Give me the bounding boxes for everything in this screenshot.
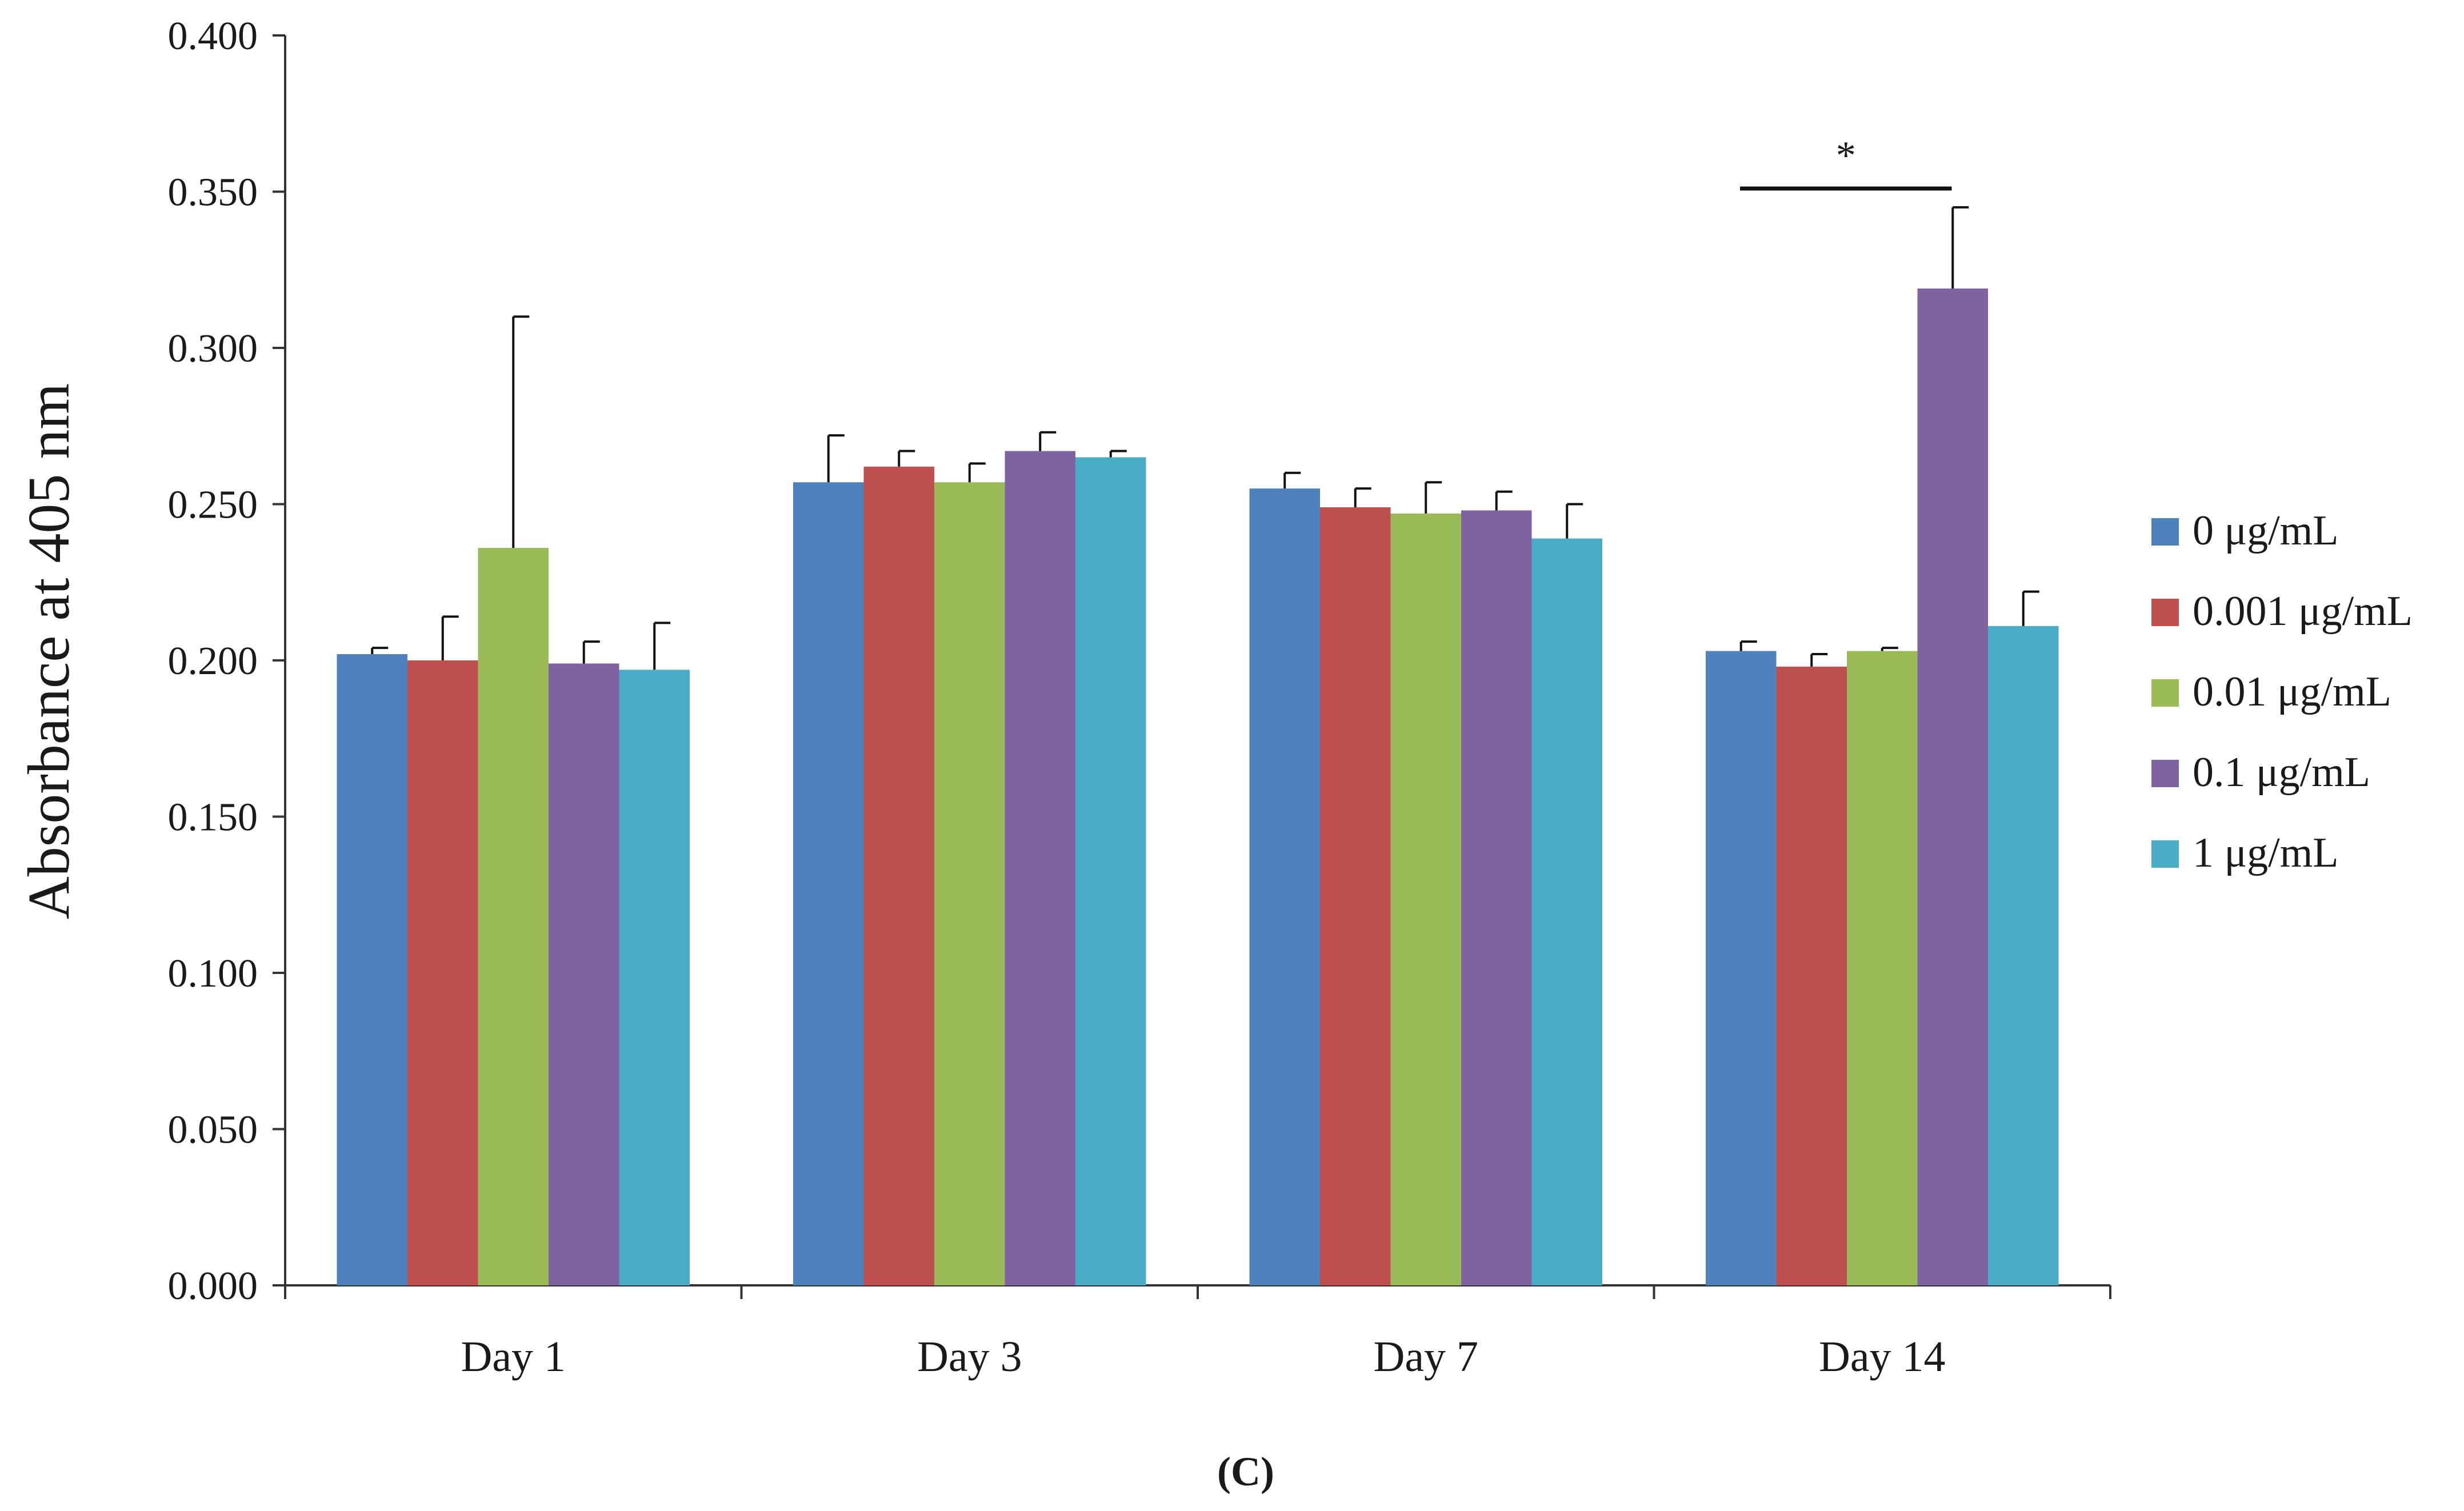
legend-swatch-3 [2151, 679, 2179, 707]
error-bars-group [371, 206, 2039, 670]
y-tick-label: 0.300 [168, 327, 258, 371]
legend-swatch-2 [2151, 599, 2179, 626]
bar-2-3 [934, 482, 1005, 1286]
legend-label-3: 0.01 μg/mL [2193, 668, 2391, 715]
y-tick-label: 0.150 [168, 796, 258, 840]
annotations-group: * [1740, 134, 1952, 191]
y-tick-label: 0.050 [168, 1108, 258, 1152]
x-tick-label: Day 7 [1373, 1333, 1478, 1381]
significance-star: * [1836, 134, 1856, 178]
legend: 0 μg/mL 0.001 μg/mL 0.01 μg/mL 0.1 μg/mL 1 μ… [2151, 507, 2413, 876]
bar-1-5 [619, 670, 690, 1285]
legend-label-2: 0.001 μg/mL [2193, 588, 2413, 635]
legend-swatch-4 [2151, 760, 2179, 787]
y-tick-label: 0.350 [168, 171, 258, 215]
y-tick-label: 0.400 [168, 14, 258, 58]
y-tick-label: 0.200 [168, 639, 258, 683]
bar-2-2 [863, 466, 934, 1285]
bar-1-3 [478, 548, 549, 1285]
bar-1-1 [337, 654, 407, 1285]
y-axis-label: Absorbance at 405 nm [16, 383, 82, 920]
legend-swatch-5 [2151, 840, 2179, 868]
bars-group [337, 288, 2059, 1286]
bar-2-5 [1075, 457, 1146, 1286]
ticks-group: 0.000 0.050 0.100 0.150 0.200 0.250 0.300 0.350… [168, 14, 2111, 1381]
panel-label: (C) [1217, 1449, 1274, 1494]
bar-4-3 [1847, 651, 1918, 1285]
bar-4-2 [1776, 666, 1847, 1285]
x-tick-label: Day 1 [461, 1333, 566, 1381]
x-tick-label: Day 3 [917, 1333, 1022, 1381]
legend-label-1: 0 μg/mL [2193, 507, 2339, 554]
bar-2-1 [793, 482, 864, 1286]
bar-3-3 [1390, 513, 1461, 1286]
y-tick-label: 0.100 [168, 952, 258, 996]
bar-2-4 [1005, 451, 1075, 1285]
x-tick-label: Day 14 [1819, 1333, 1946, 1381]
y-tick-label: 0.000 [168, 1264, 258, 1308]
bar-3-5 [1531, 538, 1602, 1286]
bar-4-4 [1917, 288, 1988, 1285]
legend-label-5: 1 μg/mL [2193, 829, 2339, 876]
bar-1-2 [407, 660, 478, 1285]
legend-label-4: 0.1 μg/mL [2193, 749, 2370, 796]
bar-4-1 [1706, 651, 1777, 1285]
legend-swatch-1 [2151, 518, 2179, 546]
bar-1-4 [549, 663, 619, 1285]
bar-3-2 [1320, 507, 1391, 1285]
y-tick-label: 0.250 [168, 483, 258, 527]
bar-4-5 [1988, 626, 2059, 1285]
bar-3-4 [1461, 510, 1532, 1286]
bar-3-1 [1249, 488, 1320, 1285]
